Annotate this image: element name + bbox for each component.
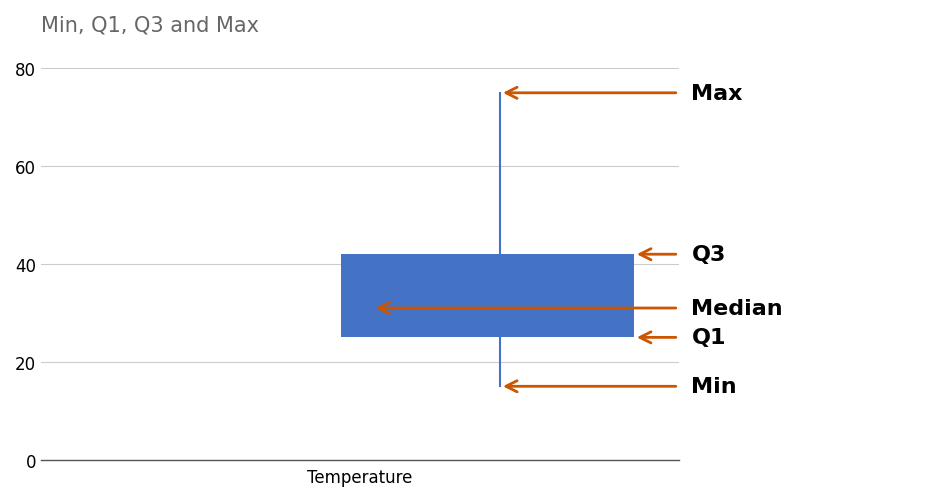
Text: Q1: Q1 xyxy=(692,328,726,348)
X-axis label: Temperature: Temperature xyxy=(307,468,412,486)
Text: Median: Median xyxy=(692,299,783,319)
Bar xyxy=(341,255,634,338)
Text: Q3: Q3 xyxy=(692,244,726,265)
Text: Min: Min xyxy=(692,377,737,396)
Text: Max: Max xyxy=(692,84,742,104)
Text: Min, Q1, Q3 and Max: Min, Q1, Q3 and Max xyxy=(41,15,259,35)
